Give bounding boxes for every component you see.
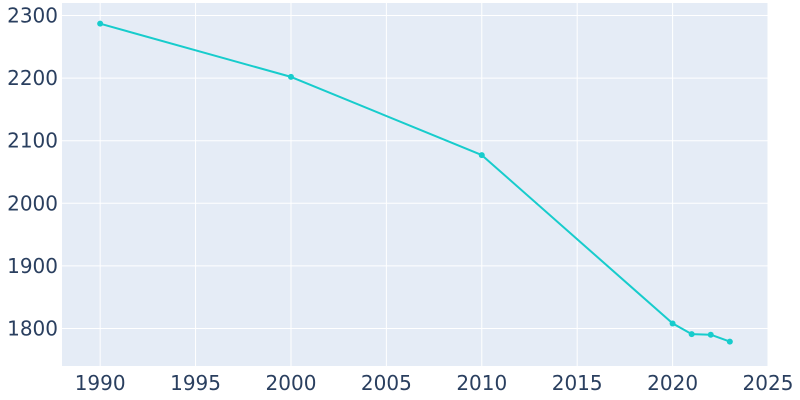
- y-tick-label-2100: 2100: [7, 129, 58, 153]
- y-tick-label-1800: 1800: [7, 316, 58, 340]
- x-tick-label-1995: 1995: [170, 371, 221, 395]
- y-tick-label-2000: 2000: [7, 191, 58, 215]
- data-point-2000: [287, 73, 294, 80]
- x-tick-label-2005: 2005: [361, 371, 412, 395]
- data-point-2021: [688, 331, 695, 338]
- y-tick-label-1900: 1900: [7, 254, 58, 278]
- data-point-2023: [726, 338, 733, 345]
- data-point-2020: [669, 320, 676, 327]
- y-axis-tick-labels: 1800 1900 2000 2100 2200 2300: [7, 4, 58, 341]
- x-tick-label-2020: 2020: [647, 371, 698, 395]
- y-tick-label-2200: 2200: [7, 66, 58, 90]
- data-point-2010: [478, 152, 485, 159]
- y-tick-label-2300: 2300: [7, 4, 58, 28]
- plot-area: [62, 3, 768, 366]
- data-series: [97, 20, 733, 345]
- grid-lines: [62, 3, 769, 366]
- x-tick-label-2015: 2015: [552, 371, 603, 395]
- x-tick-label-2000: 2000: [266, 371, 317, 395]
- x-tick-label-2010: 2010: [456, 371, 507, 395]
- x-tick-label-1990: 1990: [75, 371, 126, 395]
- x-axis-tick-labels: 1990 1995 2000 2005 2010 2015 2020 2025: [75, 371, 794, 395]
- data-point-1990: [97, 20, 104, 27]
- x-tick-label-2025: 2025: [743, 371, 794, 395]
- data-point-2022: [707, 331, 714, 338]
